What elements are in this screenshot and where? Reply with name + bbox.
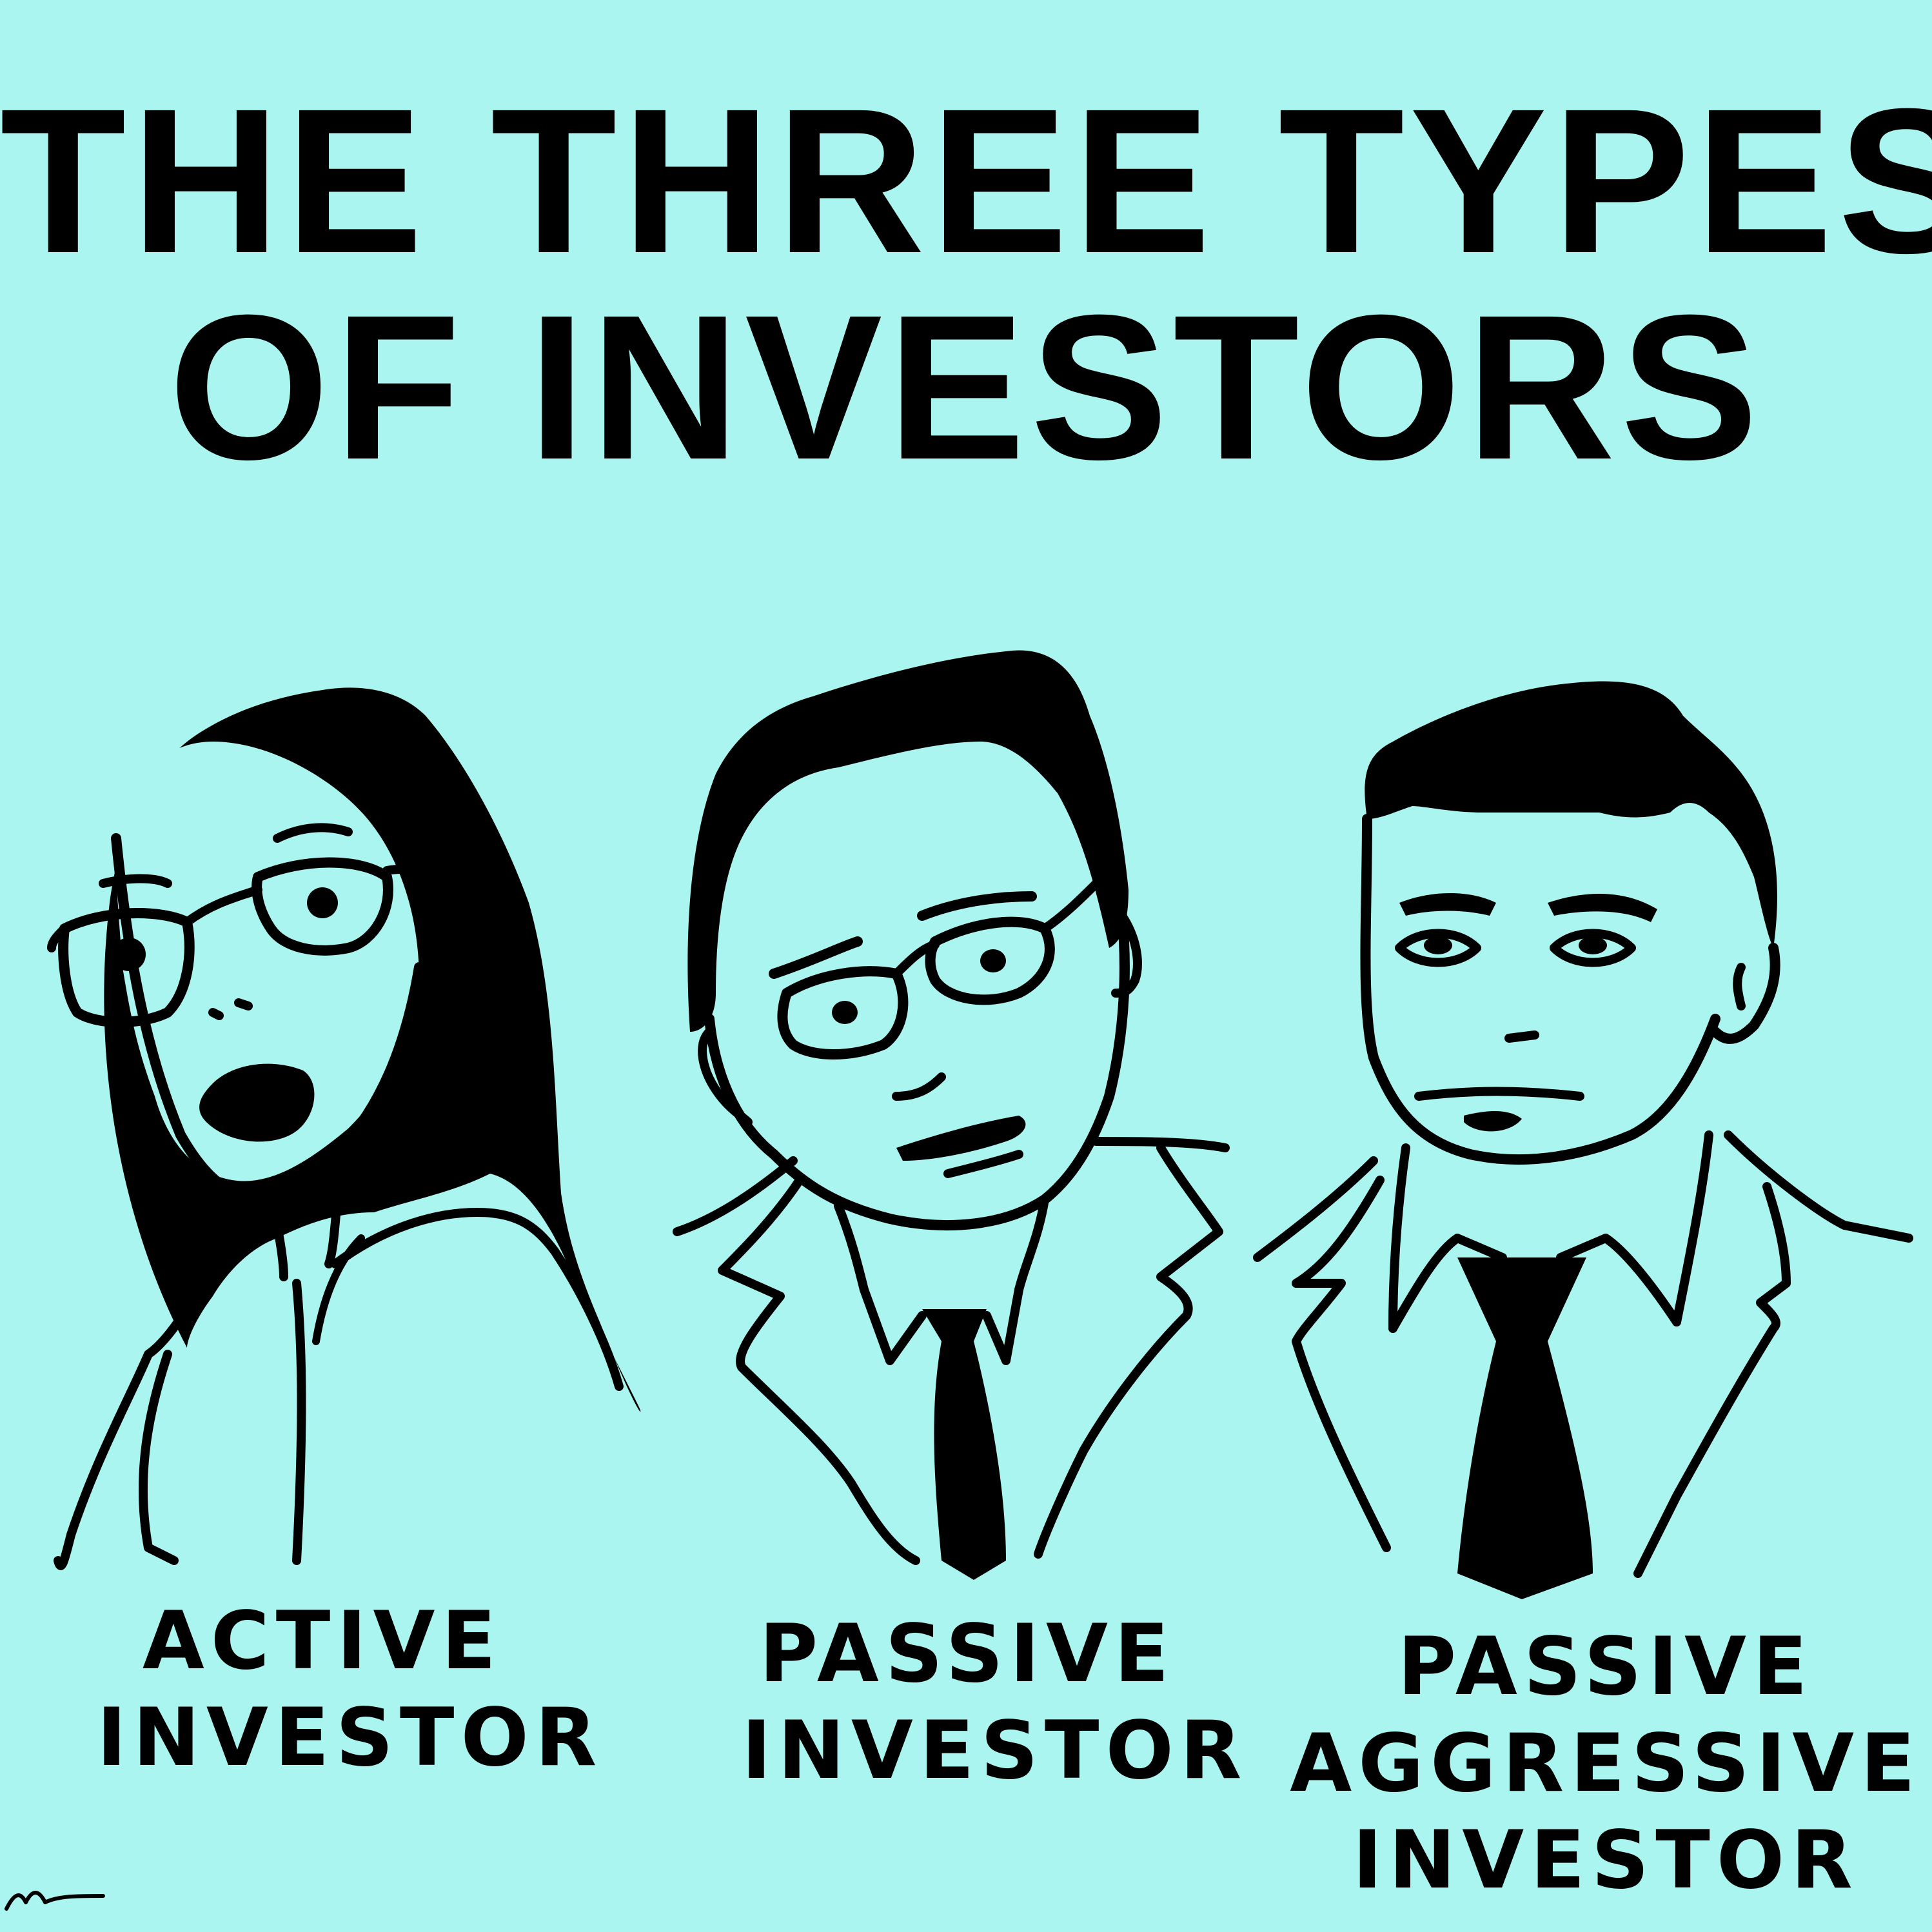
eye-right [980, 949, 1006, 972]
eye-left [832, 1001, 858, 1024]
caption-line: PASSIVE [1290, 1619, 1922, 1715]
portrait-active-investor [52, 687, 640, 1565]
caption-line: ACTIVE [97, 1593, 548, 1690]
tie [1457, 1257, 1593, 1599]
caption-active-investor: ACTIVE INVESTOR [97, 1593, 548, 1786]
caption-passive-investor: PASSIVE INVESTOR [742, 1606, 1193, 1799]
caption-line: INVESTOR [742, 1702, 1193, 1799]
tie [922, 1309, 1006, 1580]
portrait-passive-investor [677, 650, 1225, 1580]
portrait-passive-aggressive-investor [1257, 682, 1909, 1599]
caption-line: INVESTOR [1290, 1812, 1922, 1909]
caption-line: INVESTOR [97, 1690, 548, 1786]
hair-shape [687, 650, 1129, 1032]
eye-right [307, 887, 338, 918]
caption-line: PASSIVE [742, 1606, 1193, 1702]
caption-line: AGGRESSIVE [1290, 1715, 1922, 1812]
caption-passive-aggressive-investor: PASSIVE AGGRESSIVE INVESTOR [1290, 1619, 1922, 1909]
mouth [1464, 1111, 1522, 1131]
artist-signature [6, 1893, 103, 1909]
